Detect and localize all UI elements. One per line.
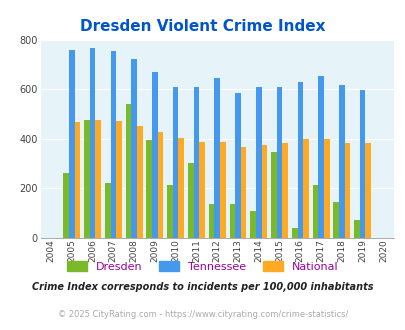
Bar [167,185,173,238]
Bar [173,86,178,238]
Bar [276,86,281,238]
Bar [312,185,318,238]
Bar [136,126,142,238]
Legend: Dresden, Tennessee, National: Dresden, Tennessee, National [63,256,342,276]
Bar [281,143,287,238]
Bar [75,121,80,238]
Text: Crime Index corresponds to incidents per 100,000 inhabitants: Crime Index corresponds to incidents per… [32,282,373,292]
Bar [344,143,350,238]
Bar [95,120,101,238]
Bar [240,147,246,238]
Bar [338,85,344,238]
Bar [84,120,90,238]
Bar [188,163,193,238]
Bar [255,87,261,238]
Text: Dresden Violent Crime Index: Dresden Violent Crime Index [80,19,325,34]
Bar [297,82,303,238]
Text: © 2025 CityRating.com - https://www.cityrating.com/crime-statistics/: © 2025 CityRating.com - https://www.city… [58,310,347,319]
Bar [146,140,152,238]
Bar [234,93,240,238]
Bar [291,228,297,238]
Bar [261,145,266,238]
Bar [90,48,95,238]
Bar [178,138,183,238]
Bar [199,142,205,238]
Bar [359,89,364,238]
Bar [110,51,116,238]
Bar [157,132,163,238]
Bar [323,139,329,238]
Bar [69,50,75,238]
Bar [364,143,370,238]
Bar [303,139,308,238]
Bar [354,220,359,238]
Bar [220,142,225,238]
Bar [63,173,69,238]
Bar [104,183,110,238]
Bar [229,204,234,238]
Bar [208,204,214,238]
Bar [131,59,136,238]
Bar [126,105,131,238]
Bar [271,152,276,238]
Bar [214,78,220,238]
Bar [333,202,338,238]
Bar [116,121,121,238]
Bar [318,76,323,238]
Bar [193,87,199,238]
Bar [250,211,255,238]
Bar [152,72,157,238]
